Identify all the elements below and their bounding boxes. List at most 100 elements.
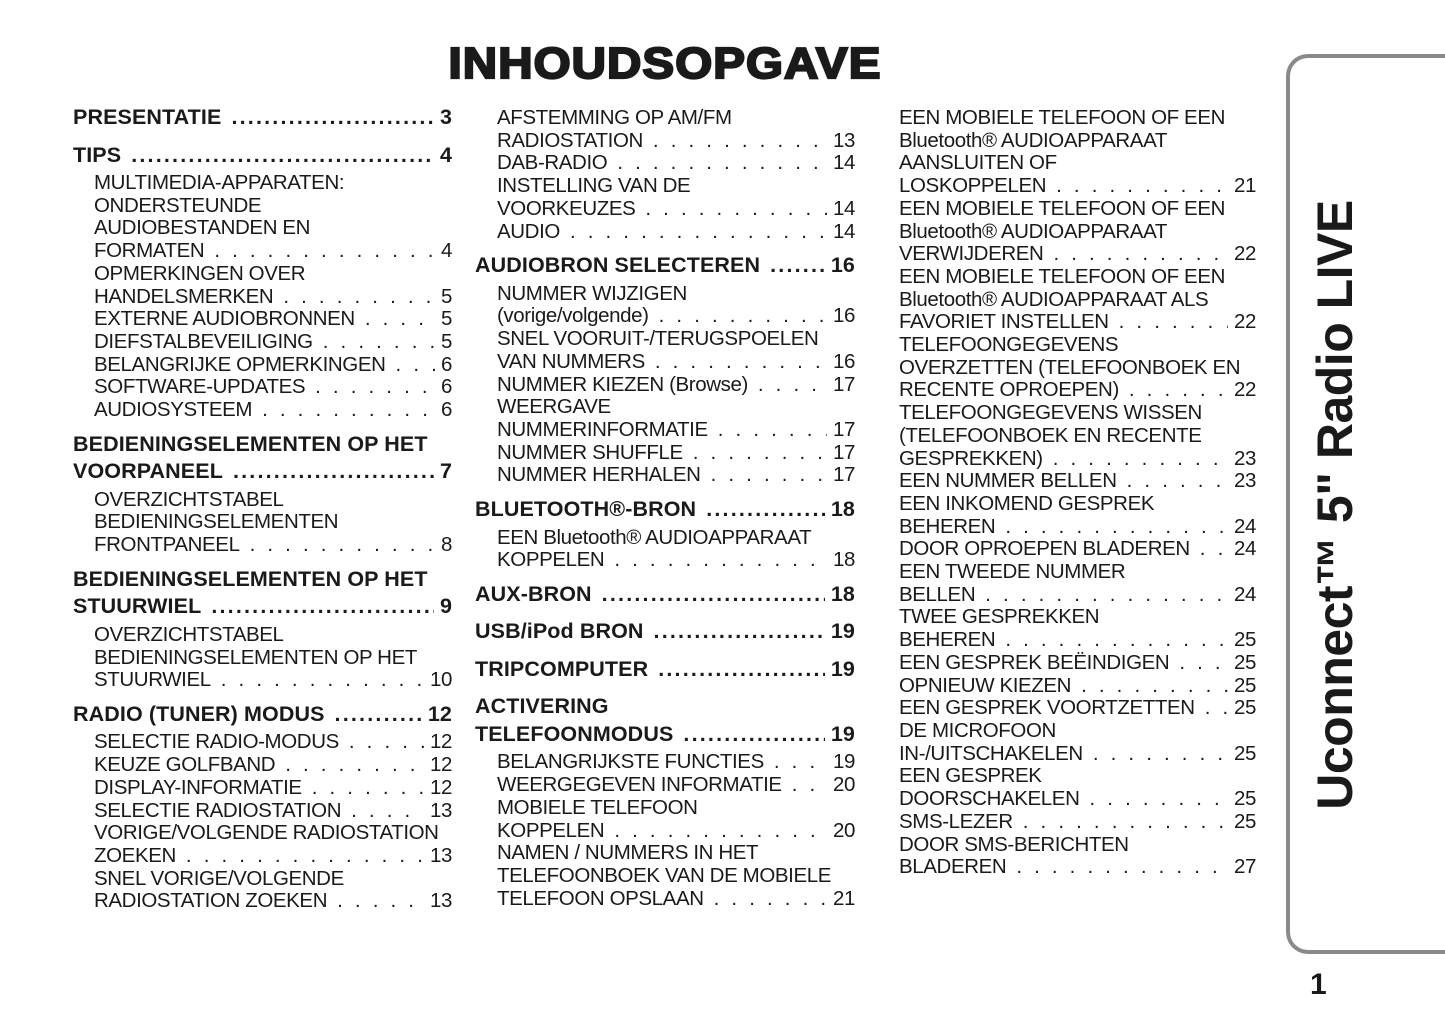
- toc-page-number[interactable]: 5: [440, 284, 452, 308]
- toc-sub-entry[interactable]: DOOR OPROEPEN BLADEREN 24: [899, 538, 1256, 561]
- toc-page-number[interactable]: 24: [1233, 582, 1256, 606]
- toc-page-number[interactable]: 16: [830, 253, 855, 278]
- toc-page-number[interactable]: 7: [439, 459, 452, 484]
- toc-page-number[interactable]: 23: [1233, 446, 1256, 470]
- toc-sub-entry[interactable]: DISPLAY-INFORMATIE 12: [73, 775, 452, 800]
- toc-page-number[interactable]: 4: [440, 239, 452, 263]
- toc-sub-entry[interactable]: BELANGRIJKSTE FUNCTIES 19: [475, 751, 855, 774]
- toc-sub-entry[interactable]: SELECTIE RADIOSTATION 13: [73, 798, 452, 823]
- toc-heading-entry[interactable]: BEDIENINGSELEMENTEN OP HET STUURWIEL 9: [73, 566, 452, 621]
- toc-page-number[interactable]: 25: [1233, 696, 1256, 720]
- toc-page-number[interactable]: 25: [1233, 787, 1256, 811]
- toc-sub-entry[interactable]: MULTIMEDIA-APPARATEN: ONDERSTEUNDE AUDIOBE…: [73, 171, 452, 263]
- toc-sub-entry[interactable]: DAB-RADIO 14: [475, 152, 855, 175]
- toc-page-number[interactable]: 17: [832, 463, 855, 487]
- toc-page-number[interactable]: 24: [1233, 537, 1256, 561]
- toc-page-number[interactable]: 13: [429, 798, 452, 822]
- toc-page-number[interactable]: 24: [1233, 514, 1256, 538]
- toc-page-number[interactable]: 18: [832, 548, 855, 572]
- toc-sub-entry[interactable]: EEN GESPREK VOORTZETTEN 25: [899, 697, 1256, 720]
- toc-sub-entry[interactable]: OPNIEUW KIEZEN 25: [899, 673, 1256, 698]
- toc-page-number[interactable]: 14: [832, 151, 855, 175]
- toc-page-number[interactable]: 8: [440, 533, 452, 557]
- toc-page-number[interactable]: 18: [830, 497, 855, 522]
- toc-sub-entry[interactable]: EXTERNE AUDIOBRONNEN 5: [73, 308, 452, 331]
- toc-sub-entry[interactable]: EEN MOBIELE TELEFOON OF EEN Bluetooth® AU…: [899, 106, 1256, 198]
- toc-sub-entry[interactable]: NUMMER KIEZEN (Browse) 17: [475, 372, 855, 397]
- toc-page-number[interactable]: 25: [1233, 741, 1256, 765]
- toc-sub-entry[interactable]: SOFTWARE-UPDATES 6: [73, 376, 452, 399]
- toc-sub-entry[interactable]: KEUZE GOLFBAND 12: [73, 753, 452, 777]
- toc-page-number[interactable]: 25: [1233, 628, 1256, 652]
- toc-page-number[interactable]: 10: [429, 668, 452, 692]
- toc-heading-entry[interactable]: BLUETOOTH®-BRON 18: [475, 496, 855, 524]
- toc-page-number[interactable]: 13: [832, 128, 855, 152]
- toc-heading-entry[interactable]: AUX-BRON 18: [475, 581, 855, 609]
- toc-page-number[interactable]: 14: [832, 219, 855, 243]
- toc-page-number[interactable]: 17: [832, 417, 855, 441]
- toc-sub-entry[interactable]: DIEFSTALBEVEILIGING 5: [73, 329, 452, 354]
- toc-sub-entry[interactable]: EEN NUMMER BELLEN 23: [899, 470, 1256, 493]
- toc-page-number[interactable]: 18: [830, 581, 855, 606]
- toc-heading-entry[interactable]: RADIO (TUNER) MODUS 12: [73, 701, 452, 729]
- toc-page-number[interactable]: 3: [439, 105, 452, 129]
- toc-sub-entry[interactable]: EEN MOBIELE TELEFOON OF EEN Bluetooth® AU…: [899, 265, 1256, 334]
- toc-page-number[interactable]: 13: [429, 843, 452, 867]
- toc-page-number[interactable]: 12: [429, 753, 452, 777]
- toc-sub-entry[interactable]: WEERGEGEVEN INFORMATIE 20: [475, 773, 855, 797]
- toc-sub-entry[interactable]: AUDIOSYSTEEM 6: [73, 398, 452, 422]
- toc-page-number[interactable]: 20: [832, 818, 855, 842]
- toc-page-number[interactable]: 6: [440, 352, 452, 376]
- toc-page-number[interactable]: 16: [832, 349, 855, 373]
- toc-page-number[interactable]: 22: [1233, 378, 1256, 402]
- toc-page-number[interactable]: 19: [830, 656, 855, 681]
- toc-sub-entry[interactable]: AUDIO 14: [475, 219, 855, 244]
- toc-page-number[interactable]: 9: [439, 594, 452, 619]
- toc-heading-entry[interactable]: BEDIENINGSELEMENTEN OP HET VOORPANEEL 7: [73, 431, 452, 486]
- toc-page-number[interactable]: 25: [1233, 809, 1256, 833]
- toc-page-number[interactable]: 20: [832, 773, 855, 797]
- toc-sub-entry[interactable]: NAMEN / NUMMERS IN HET TELEFOONBOEK VAN D…: [475, 841, 855, 910]
- toc-heading-entry[interactable]: TRIPCOMPUTER 19: [475, 656, 855, 684]
- toc-page-number[interactable]: 6: [440, 398, 452, 422]
- toc-sub-entry[interactable]: EEN GESPREK BEËINDIGEN 25: [899, 650, 1256, 675]
- toc-page-number[interactable]: 21: [1233, 174, 1256, 198]
- toc-page-number[interactable]: 21: [832, 886, 855, 910]
- toc-page-number[interactable]: 6: [440, 375, 452, 399]
- toc-sub-entry[interactable]: NUMMER SHUFFLE 17: [475, 440, 855, 465]
- toc-page-number[interactable]: 23: [1233, 469, 1256, 493]
- toc-sub-entry[interactable]: TELEFOONGEGEVENS OVERZETTEN (TELEFOONBOEK…: [899, 333, 1256, 402]
- toc-page-number[interactable]: 22: [1233, 242, 1256, 266]
- toc-page-number[interactable]: 12: [429, 775, 452, 799]
- toc-page-number[interactable]: 17: [832, 372, 855, 396]
- toc-page-number[interactable]: 25: [1233, 650, 1256, 674]
- toc-page-number[interactable]: 27: [1233, 855, 1256, 879]
- toc-page-number[interactable]: 17: [832, 440, 855, 464]
- toc-page-number[interactable]: 13: [429, 889, 452, 913]
- toc-page-number[interactable]: 25: [1233, 673, 1256, 697]
- toc-sub-entry[interactable]: SELECTIE RADIO-MODUS 12: [73, 731, 452, 754]
- toc-page-number[interactable]: 5: [440, 329, 452, 353]
- toc-heading-entry[interactable]: AUDIOBRON SELECTEREN 16: [475, 252, 855, 280]
- toc-page-number[interactable]: 12: [429, 730, 452, 754]
- toc-page-number[interactable]: 19: [830, 721, 855, 746]
- toc-page-number[interactable]: 12: [427, 701, 452, 726]
- toc-heading-entry[interactable]: TIPS 4: [73, 142, 452, 170]
- toc-heading-entry[interactable]: USB/iPod BRON 19: [475, 618, 855, 646]
- toc-sub-entry[interactable]: NUMMER HERHALEN 17: [475, 464, 855, 487]
